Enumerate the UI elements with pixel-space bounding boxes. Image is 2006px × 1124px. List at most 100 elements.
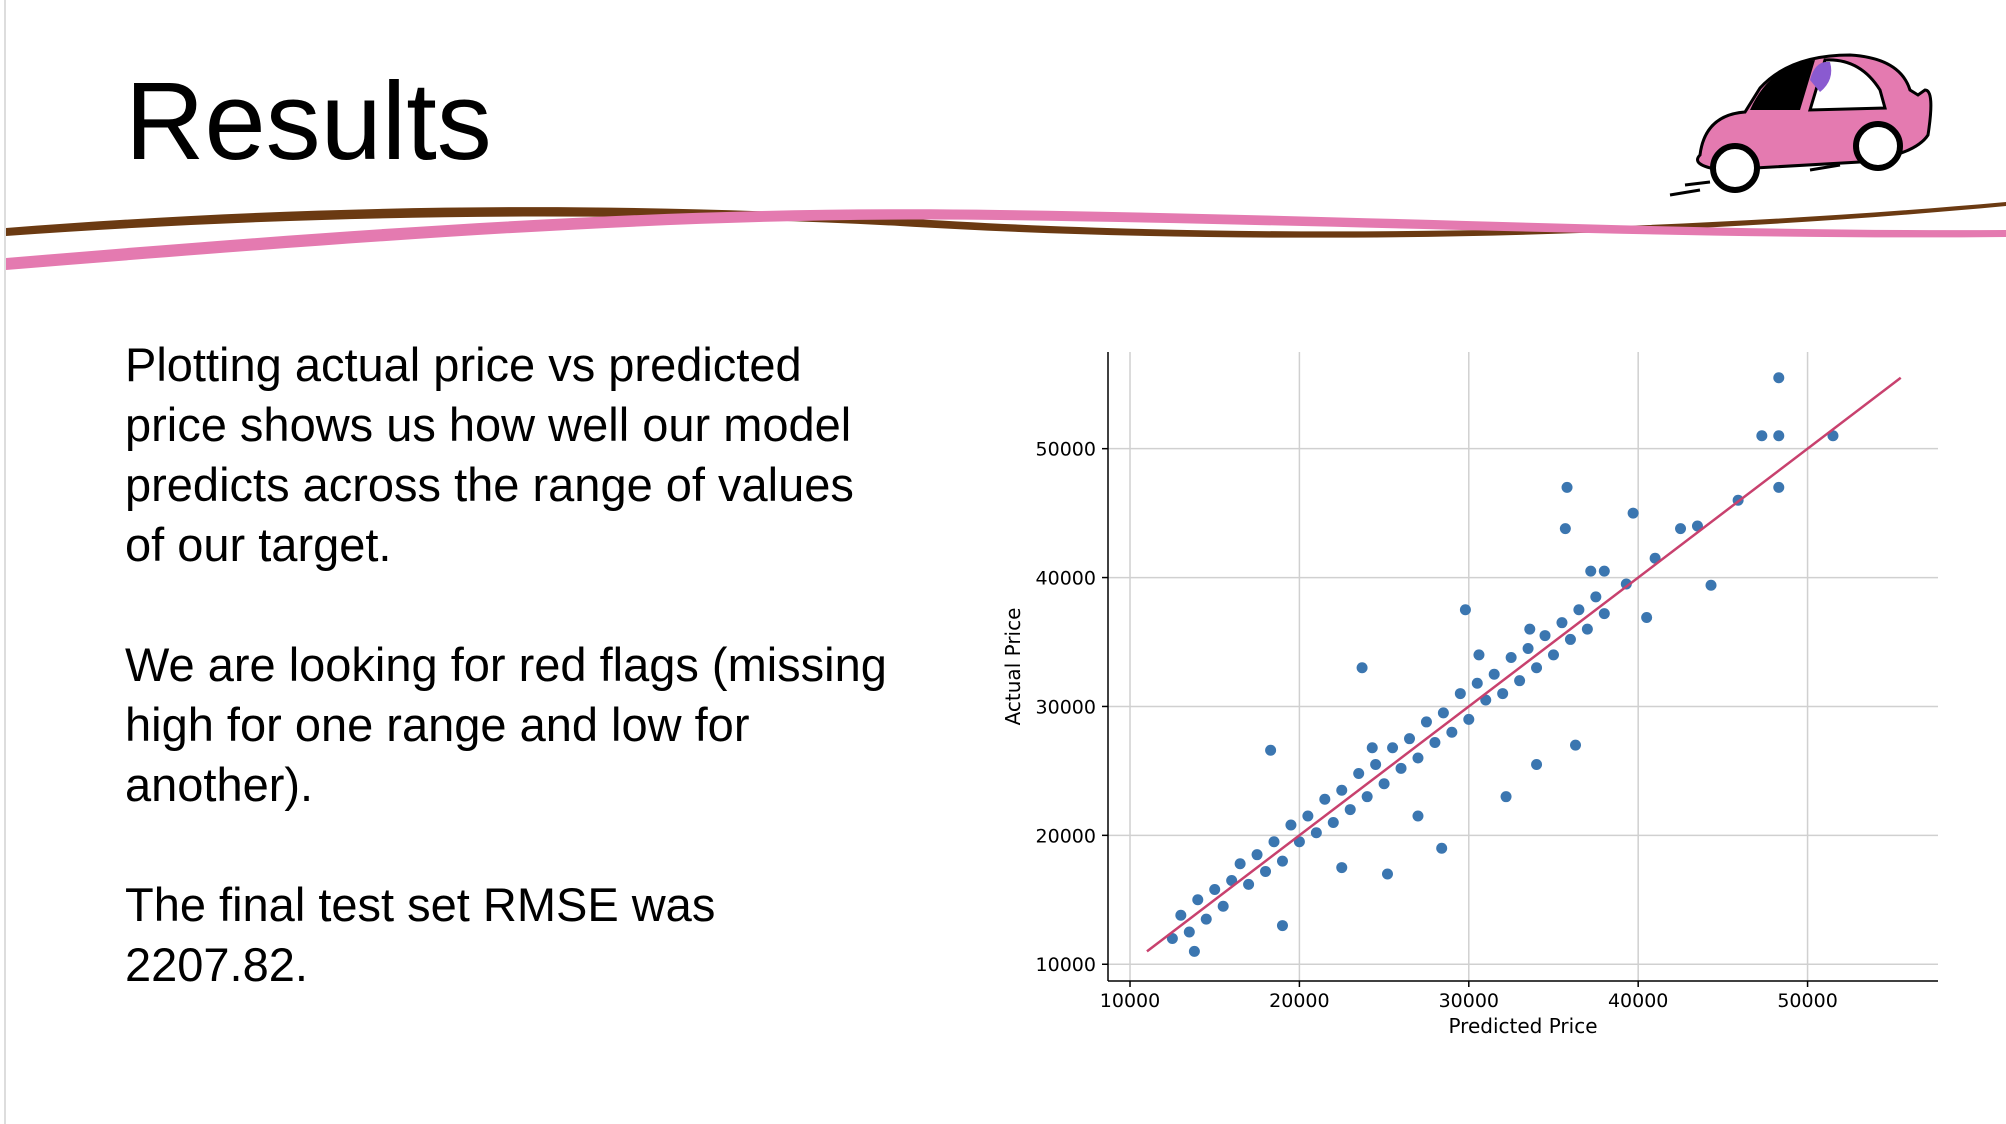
point [1251, 849, 1263, 861]
point [1260, 865, 1272, 877]
point [1412, 752, 1424, 764]
point [1319, 793, 1331, 805]
point [1209, 883, 1221, 895]
point [1471, 677, 1483, 689]
text-line: price shows us how well our model [125, 398, 852, 451]
point [1412, 810, 1424, 822]
point [1505, 651, 1517, 663]
paragraph: We are looking for red flags (missing hig… [125, 635, 985, 815]
point [1463, 713, 1475, 725]
car-icon [1669, 53, 1933, 197]
point [1556, 617, 1568, 629]
point [1459, 604, 1471, 616]
point [1336, 784, 1348, 796]
point [1773, 430, 1785, 442]
point [1276, 920, 1288, 932]
point [1166, 932, 1178, 944]
point [1429, 737, 1441, 749]
x-tick-label: 10000 [1100, 990, 1160, 1012]
point [1514, 675, 1526, 687]
point [1183, 926, 1195, 938]
point [1675, 523, 1687, 535]
slide-body: Plotting actual price vs predicted price … [125, 335, 985, 1055]
point [1302, 810, 1314, 822]
point [1276, 855, 1288, 867]
point [1573, 604, 1585, 616]
y-axis-label: Actual Price [1001, 608, 1025, 726]
reference-line [1146, 376, 1902, 953]
point [1243, 878, 1255, 890]
point [1488, 668, 1500, 680]
point [1598, 565, 1610, 577]
point [1564, 633, 1576, 645]
x-tick-label: 50000 [1777, 990, 1837, 1012]
point [1773, 372, 1785, 384]
point [1561, 481, 1573, 493]
point [1473, 649, 1485, 661]
point [1827, 430, 1839, 442]
point [1366, 742, 1378, 754]
y-tick-label: 20000 [1036, 825, 1096, 847]
point [1370, 758, 1382, 770]
text-line: We are looking for red flags (missing [125, 638, 887, 691]
point [1590, 591, 1602, 603]
point [1336, 862, 1348, 874]
point [1497, 688, 1509, 700]
point [1356, 662, 1368, 674]
y-tick-label: 40000 [1036, 568, 1096, 590]
y-tick-label: 30000 [1036, 696, 1096, 718]
text-line: another). [125, 758, 314, 811]
point [1691, 520, 1703, 532]
y-tick-label: 10000 [1036, 954, 1096, 976]
point [1381, 868, 1393, 880]
point [1420, 716, 1432, 728]
point [1265, 744, 1277, 756]
text-line: The final test set RMSE was [125, 878, 716, 931]
point [1188, 945, 1200, 957]
x-tick-label: 40000 [1608, 990, 1668, 1012]
text-line: 2207.82. [125, 938, 308, 991]
point [1480, 694, 1492, 706]
x-tick-label: 30000 [1439, 990, 1499, 1012]
point [1598, 608, 1610, 620]
point [1531, 758, 1543, 770]
point [1353, 767, 1365, 779]
point [1524, 623, 1536, 635]
point [1200, 913, 1212, 925]
x-tick-label: 20000 [1269, 990, 1329, 1012]
point [1437, 707, 1449, 719]
paragraph: Plotting actual price vs predicted price … [125, 335, 985, 575]
point [1285, 819, 1297, 831]
point [1387, 742, 1399, 754]
point [1395, 762, 1407, 774]
pink-swoosh [6, 209, 2006, 270]
point [1361, 791, 1373, 803]
point [1404, 733, 1416, 745]
point [1192, 894, 1204, 906]
point [1539, 630, 1551, 642]
point [1500, 791, 1512, 803]
point [1454, 688, 1466, 700]
point [1436, 842, 1448, 854]
point [1773, 481, 1785, 493]
point [1522, 642, 1534, 654]
point [1310, 827, 1322, 839]
point [1559, 523, 1571, 535]
text-line: high for one range and low for [125, 698, 750, 751]
x-axis-label: Predicted Price [1448, 1014, 1597, 1038]
text-line: of our target. [125, 518, 392, 571]
point [1344, 804, 1356, 816]
point [1570, 739, 1582, 751]
brown-swoosh [6, 202, 2006, 238]
point [1226, 874, 1238, 886]
point [1585, 565, 1597, 577]
point [1547, 649, 1559, 661]
point [1581, 623, 1593, 635]
point [1620, 578, 1632, 590]
paragraph: The final test set RMSE was 2207.82. [125, 875, 985, 995]
point [1627, 507, 1639, 519]
point [1641, 612, 1653, 624]
point [1293, 836, 1305, 848]
